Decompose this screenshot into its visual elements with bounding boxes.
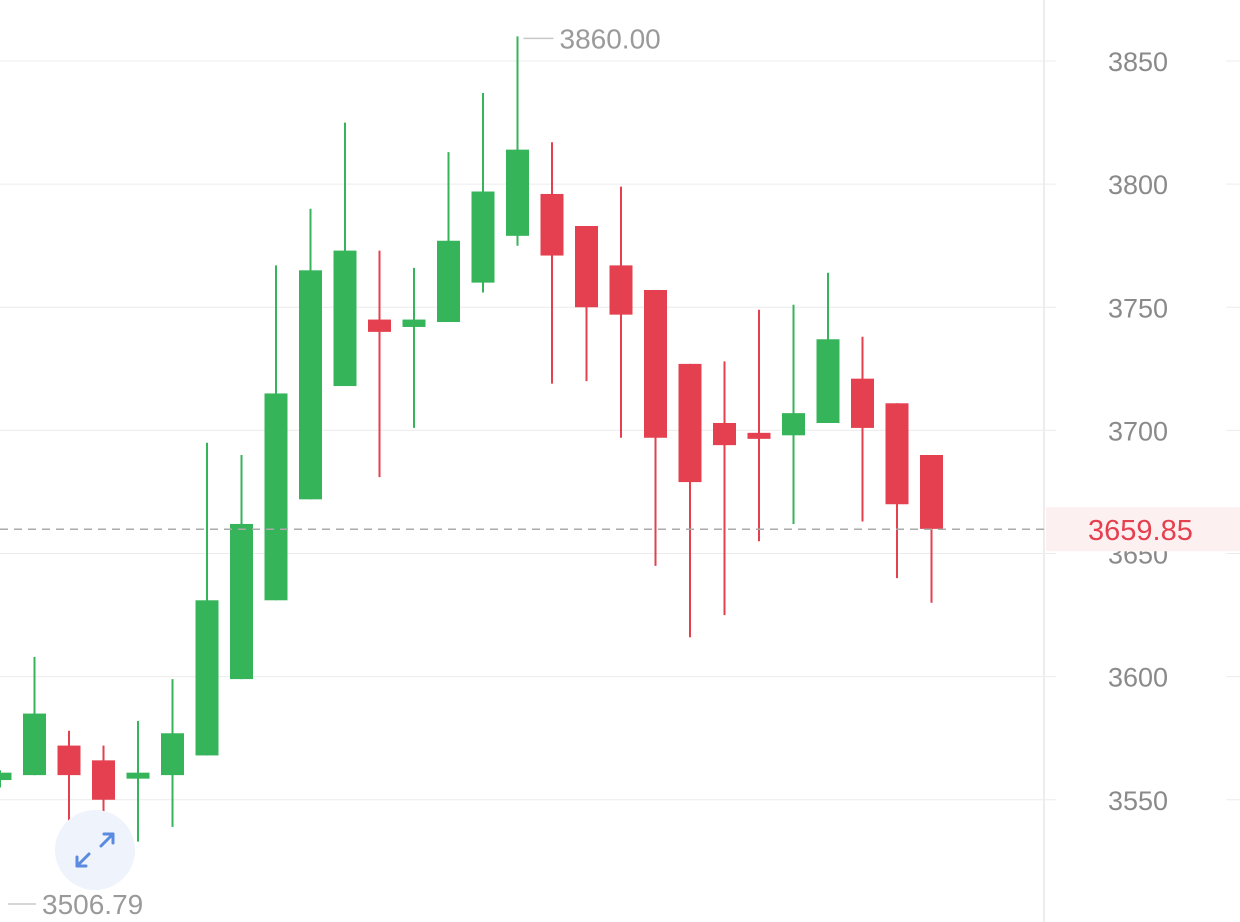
current-price-badge xyxy=(1046,507,1240,552)
candle-down xyxy=(575,225,598,382)
candles xyxy=(0,36,943,862)
y-tick-label: 3750 xyxy=(1108,293,1168,323)
y-tick-label: 3800 xyxy=(1108,170,1168,200)
current-price-label: 3659.85 xyxy=(1088,515,1193,547)
candle-body xyxy=(644,290,667,438)
candle-body xyxy=(23,713,46,776)
candle-body xyxy=(471,191,495,283)
high-marker-label: 3860.00 xyxy=(560,23,661,54)
candle-down xyxy=(644,290,667,566)
candle-body xyxy=(885,403,909,505)
candle-up xyxy=(0,770,12,788)
candle-down xyxy=(609,186,633,438)
candle-body xyxy=(540,193,564,256)
candle-up xyxy=(23,656,46,776)
candle-body xyxy=(299,270,322,500)
candle-up xyxy=(437,152,460,323)
candle-body xyxy=(230,523,253,680)
candle-down xyxy=(540,142,564,384)
candle-up xyxy=(782,304,805,524)
gridlines xyxy=(0,60,1240,801)
candle-body xyxy=(678,363,702,483)
y-tick-label: 3850 xyxy=(1108,47,1168,77)
candle-body xyxy=(713,422,736,446)
candle-body xyxy=(368,319,391,332)
candle-down xyxy=(851,336,874,522)
candle-body xyxy=(402,319,426,327)
y-tick-label: 3550 xyxy=(1108,786,1168,816)
expand-arrows-icon xyxy=(75,832,115,868)
candle-down xyxy=(678,363,702,638)
candle-body xyxy=(575,225,598,308)
candle-up xyxy=(471,93,495,293)
y-tick-label: 3700 xyxy=(1108,416,1168,446)
candle-body xyxy=(506,149,529,236)
candle-body xyxy=(161,733,184,776)
candle-up xyxy=(195,442,219,756)
candle-body xyxy=(851,378,874,428)
candle-body xyxy=(126,772,150,779)
candle-body xyxy=(782,413,805,436)
candle-body xyxy=(333,250,357,387)
low-marker-label: 3506.79 xyxy=(42,889,143,920)
candle-body xyxy=(92,760,115,800)
candle-body xyxy=(437,240,460,323)
fullscreen-button[interactable] xyxy=(55,810,135,890)
candle-body xyxy=(920,455,943,529)
candle-down xyxy=(747,309,771,542)
candle-up xyxy=(264,265,288,601)
candle-down xyxy=(57,730,81,830)
candle-body xyxy=(57,745,81,776)
candle-body xyxy=(264,393,288,601)
candle-up xyxy=(161,679,184,827)
candle-body xyxy=(747,432,771,439)
candle-down xyxy=(885,403,909,579)
candle-body xyxy=(0,772,12,781)
candle-up xyxy=(506,36,529,246)
candle-body xyxy=(816,339,840,423)
candle-up xyxy=(402,267,426,428)
candle-body xyxy=(609,265,633,315)
candle-down xyxy=(713,361,736,616)
y-tick-label: 3600 xyxy=(1108,663,1168,693)
candle-down xyxy=(368,250,391,478)
candle-up xyxy=(126,720,150,842)
candle-up xyxy=(333,122,357,387)
candle-body xyxy=(195,600,219,756)
candle-up xyxy=(299,208,322,500)
candle-up xyxy=(230,455,253,680)
extreme-markers: 3860.00 3506.79 xyxy=(8,23,661,920)
candle-up xyxy=(816,272,840,423)
current-price-indicator: 3659.85 xyxy=(0,507,1240,552)
